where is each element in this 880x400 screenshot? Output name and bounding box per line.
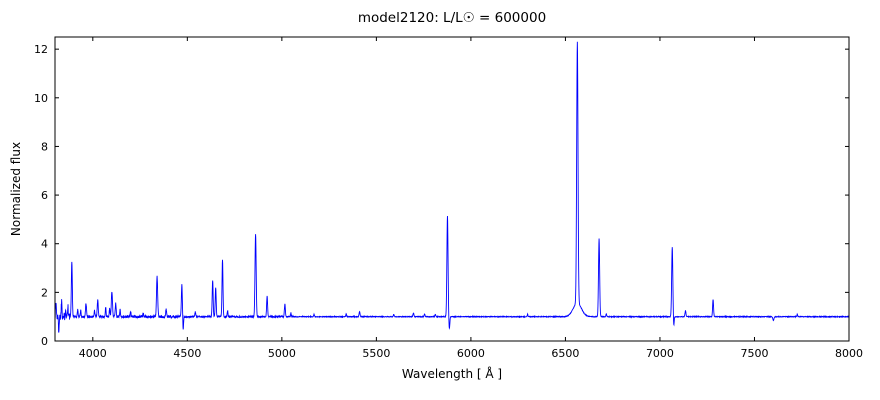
x-tick-label: 7500: [740, 347, 768, 360]
y-tick-label: 2: [41, 286, 48, 299]
x-axis-label: Wavelength [ Å ]: [401, 367, 503, 381]
x-tick-label: 4500: [173, 347, 201, 360]
axis-ticks: [55, 37, 850, 342]
tick-labels: 4000 4500 5000 5500 6000 6500 7000 7500 8000 0 2 4 6…: [34, 43, 863, 360]
x-tick-label: 5000: [268, 347, 296, 360]
y-tick-label: 8: [41, 140, 48, 153]
x-tick-label: 7000: [646, 347, 674, 360]
x-tick-label: 8000: [835, 347, 863, 360]
y-tick-label: 6: [41, 189, 48, 202]
x-tick-label: 6000: [457, 347, 485, 360]
x-tick-label: 6500: [551, 347, 579, 360]
x-tick-label: 4000: [79, 347, 107, 360]
chart-title: model2120: L/L☉ = 600000: [357, 10, 547, 26]
x-tick-label: 5500: [362, 347, 390, 360]
y-axis-label: Normalized flux: [9, 141, 23, 237]
y-tick-label: 12: [34, 43, 48, 56]
spectrum-line: [54, 41, 850, 333]
y-tick-label: 10: [34, 92, 48, 105]
y-tick-label: 4: [41, 238, 48, 251]
plot-frame: [54, 36, 850, 342]
y-tick-label: 0: [41, 335, 48, 348]
